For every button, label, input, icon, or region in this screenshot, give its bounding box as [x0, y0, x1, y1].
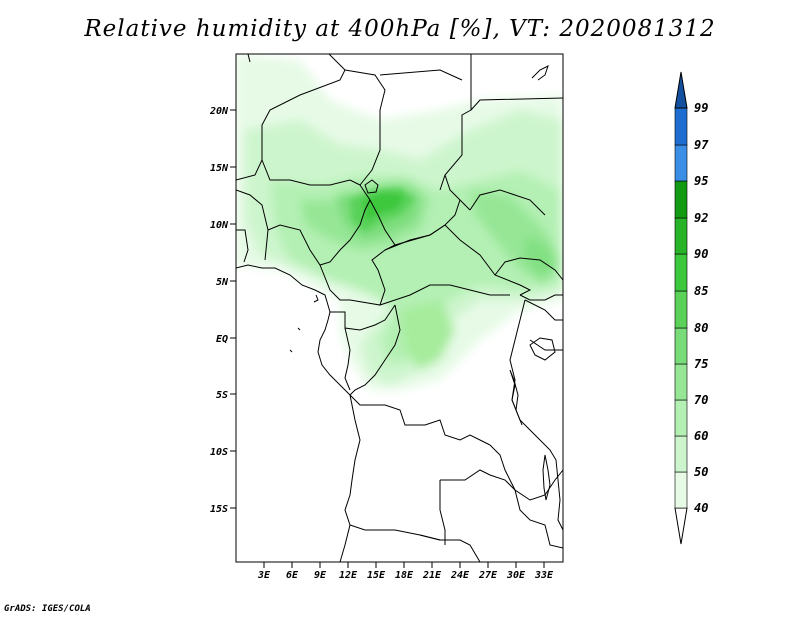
colorbar-label: 99 — [694, 101, 708, 115]
colorbar-label: 85 — [694, 284, 708, 298]
colorbar-label: 70 — [694, 393, 708, 407]
map-frame — [235, 53, 564, 563]
colorbar-label: 90 — [694, 247, 708, 261]
colorbar-segment — [674, 435, 688, 473]
x-tick-label: 30E — [506, 570, 526, 581]
x-tick-label: 27E — [478, 570, 498, 581]
x-tick-label: 21E — [422, 570, 442, 581]
x-tick-label: 15E — [367, 570, 386, 581]
x-tick-label: 6E — [286, 570, 299, 581]
colorbar: 40 50 60 70 75 80 85 90 92 95 97 99 — [674, 71, 709, 545]
colorbar-segment — [674, 180, 688, 219]
colorbar-label: 95 — [694, 174, 708, 188]
colorbar-segment — [674, 217, 688, 255]
x-tick-label: 12E — [339, 570, 358, 581]
colorbar-label: 50 — [694, 465, 708, 479]
colorbar-segment — [674, 471, 688, 509]
colorbar-label: 80 — [694, 321, 708, 335]
colorbar-low-triangle — [674, 507, 688, 545]
x-tick-label: 24E — [450, 570, 470, 581]
colorbar-label: 97 — [694, 138, 709, 152]
chart-title: Relative humidity at 400hPa [%], VT: 202… — [84, 16, 716, 42]
rh-75-region-east — [525, 235, 558, 278]
colorbar-segment — [674, 107, 688, 146]
x-axis: 3E 6E 9E 12E 15E 18E 21E 24E 27E 30E 33E — [257, 562, 554, 581]
y-tick-label: 10N — [210, 220, 229, 231]
y-tick-label: 5N — [216, 277, 229, 288]
colorbar-segment — [674, 399, 688, 437]
grads-credit: GrADS: IGES/COLA — [4, 604, 91, 614]
humidity-shading — [236, 54, 563, 390]
colorbar-segment — [674, 144, 688, 182]
colorbar-segment — [674, 327, 688, 365]
colorbar-segment — [674, 290, 688, 329]
y-tick-label: 5S — [216, 390, 228, 401]
colorbar-high-triangle — [674, 71, 688, 109]
colorbar-label: 75 — [694, 357, 708, 371]
y-tick-label: 15S — [210, 504, 228, 515]
colorbar-label: 92 — [694, 211, 708, 225]
country-borders — [236, 54, 563, 562]
colorbar-label: 60 — [694, 429, 708, 443]
y-tick-label: EQ — [216, 334, 228, 345]
y-tick-label: 10S — [210, 447, 228, 458]
colorbar-segment — [674, 253, 688, 292]
rh-70-region-south — [400, 300, 455, 370]
rh-85-core — [362, 192, 405, 222]
colorbar-segment — [674, 363, 688, 401]
x-tick-label: 18E — [395, 570, 414, 581]
y-tick-label: 15N — [210, 163, 229, 174]
x-tick-label: 3E — [257, 570, 271, 581]
x-tick-label: 9E — [314, 570, 327, 581]
y-axis: 20N 15N 10N 5N EQ 5S 10S 15S — [209, 106, 236, 515]
y-tick-label: 20N — [209, 106, 229, 117]
x-tick-label: 33E — [534, 570, 554, 581]
colorbar-label: 40 — [694, 501, 708, 515]
